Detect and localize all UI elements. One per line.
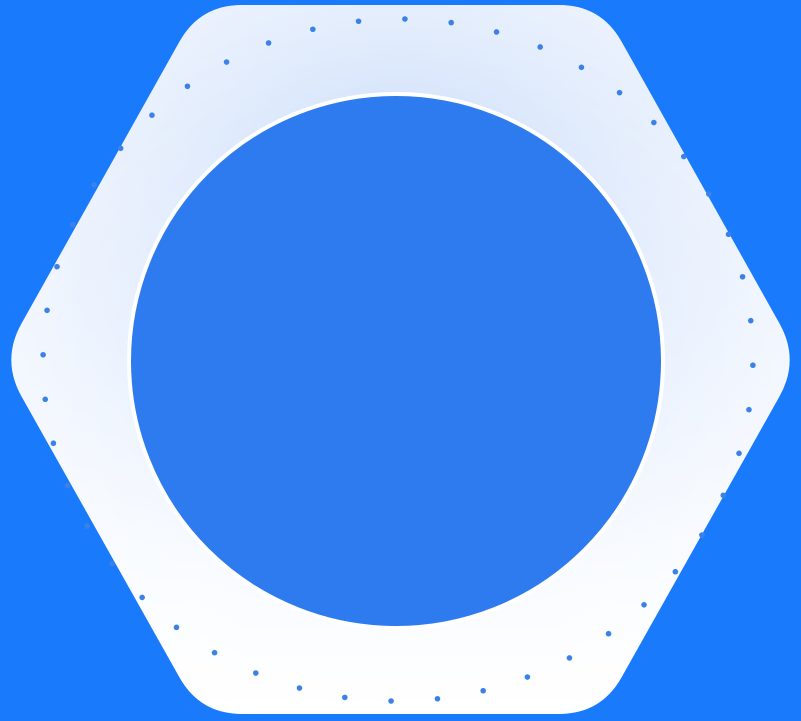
ring-dot — [641, 602, 647, 608]
ring-dot — [184, 83, 191, 90]
ring-dot — [750, 362, 756, 369]
ring-dot — [252, 670, 259, 676]
ring-dot — [211, 649, 218, 656]
ring-dot — [40, 351, 46, 358]
ring-dot — [651, 119, 657, 126]
ring-dot — [223, 59, 230, 65]
ring-dot — [605, 630, 612, 637]
ring-dot — [109, 560, 116, 567]
ring-dot — [537, 44, 544, 50]
ring-dot — [747, 317, 754, 324]
ring-dot — [680, 153, 687, 160]
dot-ring — [40, 16, 756, 704]
ring-dot — [720, 492, 727, 499]
ring-dot — [69, 221, 76, 228]
ring-dot — [173, 624, 180, 631]
ring-dot — [524, 674, 531, 680]
ring-dot — [448, 19, 454, 26]
ring-dot — [616, 89, 623, 96]
ring-dot — [265, 40, 272, 46]
ring-dot — [480, 687, 486, 694]
ring-dot — [54, 263, 60, 270]
ring-dot — [706, 191, 712, 197]
ring-dot — [493, 29, 500, 35]
ring-dot — [44, 307, 50, 314]
inner-circle — [127, 92, 665, 630]
ring-dot — [672, 568, 679, 575]
ring-dot — [42, 396, 49, 403]
ring-dot — [91, 182, 97, 188]
ring-dot — [296, 685, 303, 691]
ring-dot — [64, 482, 71, 489]
ring-dot — [342, 694, 348, 701]
ring-dot — [117, 145, 124, 152]
ring-dot — [355, 18, 362, 25]
ring-dot — [578, 64, 585, 71]
ring-dot — [149, 112, 155, 118]
ring-dot — [725, 231, 732, 238]
ring-dot — [402, 16, 408, 22]
ring-dot — [736, 450, 742, 457]
ring-dot — [310, 26, 316, 33]
ring-dot — [50, 440, 57, 447]
ring-dot — [434, 695, 441, 702]
ring-dot — [139, 594, 145, 601]
ring-dot — [566, 655, 573, 661]
ring-dot — [84, 523, 90, 529]
ring-dot — [739, 273, 746, 280]
ring-dot — [746, 406, 752, 413]
ring-dot — [699, 532, 705, 538]
ring-dot — [388, 698, 394, 704]
